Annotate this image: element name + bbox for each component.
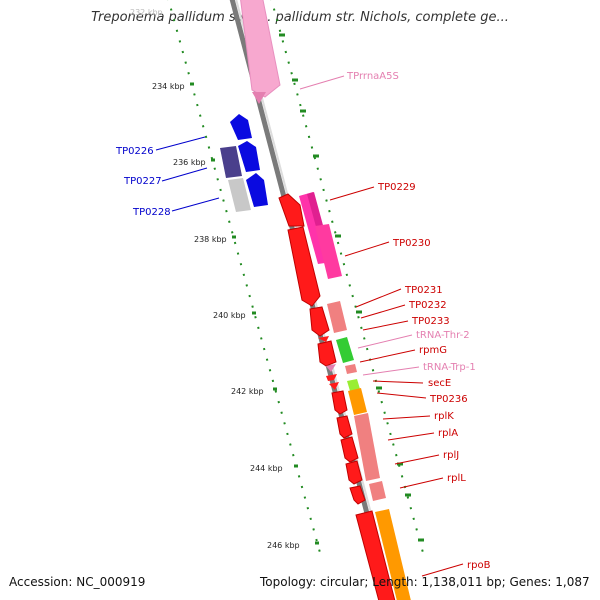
major-ticks <box>190 33 424 545</box>
label-rpoB[interactable]: rpoB <box>467 560 491 571</box>
label-TP0228[interactable]: TP0228 <box>132 207 171 218</box>
feature-tRNA-Trp-1[interactable] <box>345 364 357 374</box>
feature-TPrrnaA5S[interactable] <box>240 0 281 98</box>
tick-label-242: 242 kbp <box>231 387 264 396</box>
feature-TP0227[interactable] <box>238 141 260 172</box>
feature-tRNA-Thr-2[interactable] <box>336 337 354 363</box>
accession-text: Accession: NC_000919 <box>9 575 146 589</box>
leader-lines <box>155 75 464 577</box>
label-tRNA-Trp-1[interactable]: tRNA-Trp-1 <box>423 362 476 373</box>
label-TP0227[interactable]: TP0227 <box>123 176 162 187</box>
feature-TP0236[interactable] <box>331 390 348 415</box>
gene-labels: TPrrnaA5S TP0226 TP0227 TP0228 TP0229 TP… <box>115 71 491 571</box>
label-rplA[interactable]: rplA <box>438 428 458 439</box>
label-TP0229[interactable]: TP0229 <box>377 182 416 193</box>
tick-label-234: 234 kbp <box>152 82 185 91</box>
label-TP0232[interactable]: TP0232 <box>408 300 447 311</box>
feature-TP0232[interactable] <box>327 301 347 333</box>
label-rplL[interactable]: rplL <box>447 473 466 484</box>
label-TP0233[interactable]: TP0233 <box>411 316 450 327</box>
label-TP0226[interactable]: TP0226 <box>115 146 154 157</box>
feature-rplK[interactable] <box>336 415 353 439</box>
label-TP0231[interactable]: TP0231 <box>404 285 443 296</box>
label-TP0236[interactable]: TP0236 <box>429 394 468 405</box>
label-TP0230[interactable]: TP0230 <box>392 238 431 249</box>
feature-rpoB[interactable] <box>355 510 396 600</box>
feature-rplJ[interactable] <box>345 460 363 485</box>
label-rpmG[interactable]: rpmG <box>419 345 447 356</box>
tick-label-240: 240 kbp <box>213 311 246 320</box>
feature-rplA[interactable] <box>340 436 359 463</box>
feature-TP0228-a[interactable] <box>228 178 251 212</box>
tick-label-232: 232 kbp <box>130 8 163 17</box>
feature-rplL[interactable] <box>349 485 366 505</box>
feature-TP0230[interactable] <box>287 226 321 307</box>
tick-labels: 232 kbp 234 kbp 236 kbp 238 kbp 240 kbp … <box>130 8 300 550</box>
feature-TP0226-b[interactable] <box>220 146 242 178</box>
label-rplK[interactable]: rplK <box>434 411 454 422</box>
map-title: Treponema pallidum subsp. pallidum str. … <box>91 10 509 25</box>
feature-TP0231[interactable] <box>309 306 330 337</box>
feature-TP0228-b[interactable] <box>246 173 268 207</box>
genome-summary-text: Topology: circular; Length: 1,138,011 bp… <box>260 575 590 589</box>
tick-label-246: 246 kbp <box>267 541 300 550</box>
label-tRNA-Thr-2[interactable]: tRNA-Thr-2 <box>416 330 470 341</box>
inner-tick-rail <box>270 0 426 561</box>
tick-label-238: 238 kbp <box>194 235 227 244</box>
label-TPrrnaA5S[interactable]: TPrrnaA5S <box>346 71 399 82</box>
feature-secE[interactable] <box>329 382 339 390</box>
label-secE[interactable]: secE <box>428 378 451 389</box>
tick-label-244: 244 kbp <box>250 464 283 473</box>
feature-rpmG[interactable] <box>317 340 337 367</box>
feature-TP0229[interactable] <box>278 193 305 227</box>
label-rplJ[interactable]: rplJ <box>443 450 459 461</box>
tick-label-236: 236 kbp <box>173 158 206 167</box>
features <box>220 0 411 600</box>
feature-TP0226-a[interactable] <box>230 114 252 140</box>
feature-TP0233[interactable] <box>318 336 329 342</box>
tick-rails <box>167 0 426 561</box>
